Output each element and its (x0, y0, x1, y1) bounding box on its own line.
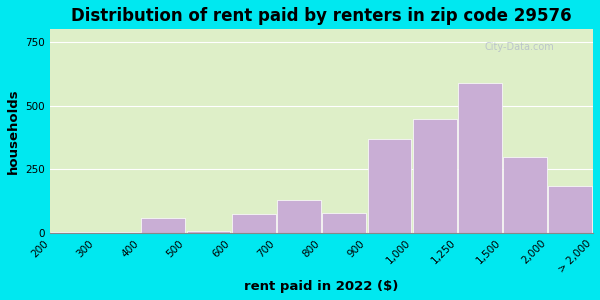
Bar (458, 83, 502, 233)
Bar (503, 157, 547, 233)
X-axis label: rent paid in 2022 ($): rent paid in 2022 ($) (244, 280, 399, 293)
Bar (141, 218, 185, 233)
Bar (413, 118, 457, 233)
Text: City-Data.com: City-Data.com (484, 41, 554, 52)
Bar (548, 186, 592, 233)
Title: Distribution of rent paid by renters in zip code 29576: Distribution of rent paid by renters in … (71, 7, 572, 25)
Bar (96, 232, 140, 233)
Bar (277, 200, 321, 233)
Bar (232, 214, 275, 233)
Bar (187, 231, 230, 233)
Y-axis label: households: households (7, 88, 20, 174)
Bar (368, 139, 412, 233)
Bar (51, 232, 95, 233)
Bar (322, 213, 366, 233)
